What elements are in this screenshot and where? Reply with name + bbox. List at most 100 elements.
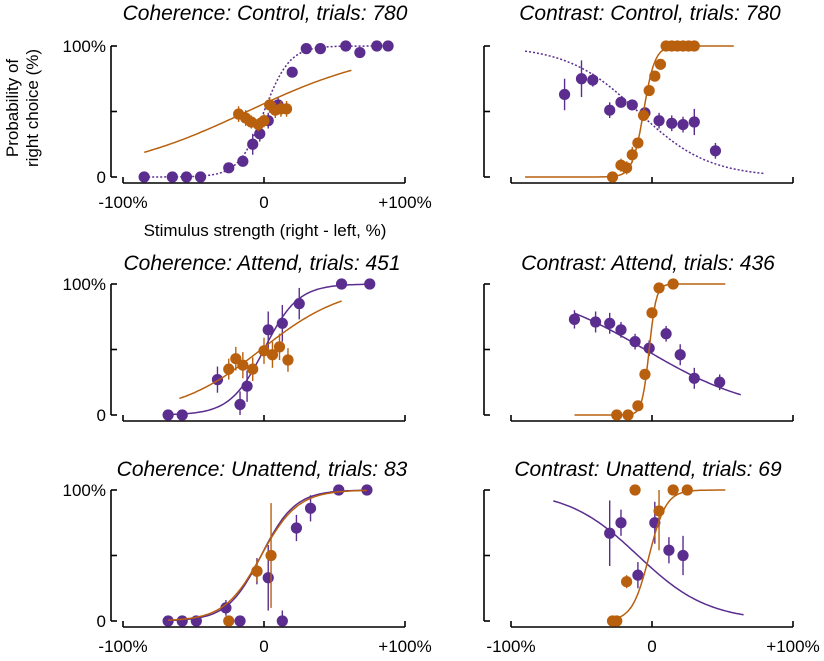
data-point: [304, 502, 317, 514]
x-tick-label: -100%: [98, 193, 147, 212]
data-point: [230, 353, 242, 365]
data-point: [677, 119, 689, 131]
x-axis: [510, 177, 794, 184]
panel-title: Contrast: Control, trials: 780: [519, 2, 781, 25]
data-point: [237, 359, 249, 371]
data-point: [637, 109, 650, 122]
x-axis: -100% 0 +100%: [98, 621, 432, 656]
data-point: [223, 363, 235, 375]
y-tick-label: 100%: [63, 275, 106, 294]
data-point: [714, 376, 726, 388]
y-axis: [483, 489, 490, 622]
fit-curve: [143, 69, 352, 154]
y-axis: 0 100%: [63, 37, 117, 187]
data-point: [220, 602, 232, 614]
data-point: [653, 282, 665, 294]
data-point: [660, 328, 672, 340]
data-point: [615, 96, 627, 108]
data-point: [251, 565, 263, 577]
y-tick-label: 0: [97, 406, 106, 425]
data-point: [688, 40, 700, 52]
data-point: [354, 46, 366, 59]
data-point: [282, 354, 294, 366]
fit-curve: [574, 312, 742, 396]
series-orange: [143, 69, 352, 154]
data-point: [615, 324, 627, 336]
data-point: [314, 43, 326, 55]
x-axis: -100% 0 +100%: [98, 177, 432, 212]
data-point: [280, 103, 293, 115]
panel-6: Contrast: Unattend, trials: 69 -100% 0 +100…: [483, 458, 820, 656]
data-point: [663, 544, 675, 556]
x-tick-label: -100%: [486, 637, 535, 656]
data-point: [265, 549, 277, 562]
data-point: [626, 99, 638, 111]
fit-curve: [612, 489, 726, 621]
x-axis: [510, 415, 794, 422]
x-tick-label: +100%: [766, 637, 819, 656]
data-point: [258, 345, 270, 357]
data-point: [621, 162, 633, 174]
data-point: [626, 149, 638, 161]
data-point: [568, 313, 581, 325]
data-point: [340, 40, 352, 52]
data-point: [639, 368, 651, 380]
x-tick-label: +100%: [378, 193, 431, 212]
panel-title: Coherence: Attend, trials: 451: [123, 252, 400, 275]
data-point: [615, 517, 627, 529]
data-point: [709, 145, 722, 157]
panel-4: Contrast: Attend, trials: 436: [483, 252, 794, 422]
panel-title: Contrast: Attend, trials: 436: [521, 252, 775, 275]
data-point: [643, 84, 655, 97]
series-orange: [606, 484, 726, 627]
data-point: [604, 104, 616, 116]
data-point: [223, 162, 235, 174]
data-point: [611, 615, 623, 627]
fit-curve: [144, 45, 389, 178]
y-axis: [483, 45, 490, 178]
series-orange: [525, 40, 734, 183]
data-point: [247, 138, 259, 150]
data-point: [653, 505, 665, 517]
data-point: [653, 115, 665, 127]
x-tick-label: -100%: [98, 637, 147, 656]
y-axis: 0 100%: [63, 481, 117, 631]
panel-title: Contrast: Unattend, trials: 69: [514, 458, 782, 481]
data-point: [286, 66, 298, 78]
data-point: [273, 341, 286, 353]
data-point: [364, 278, 376, 290]
data-point: [666, 117, 678, 129]
panel-title: Coherence: Control, trials: 780: [123, 2, 408, 25]
data-point: [632, 569, 644, 581]
series-orange: [574, 278, 726, 421]
data-point: [247, 363, 259, 375]
data-point: [654, 58, 667, 70]
data-point: [590, 316, 602, 328]
data-point: [621, 576, 633, 588]
x-tick-label: +100%: [378, 637, 431, 656]
data-point: [667, 484, 679, 496]
x-tick-label: 0: [647, 637, 656, 656]
y-tick-label: 100%: [63, 37, 106, 56]
panel-title: Coherence: Unattend, trials: 83: [117, 458, 408, 481]
data-point: [276, 615, 288, 627]
data-point: [688, 372, 700, 384]
x-axis: -100% 0 +100%: [486, 621, 820, 656]
y-tick-label: 0: [97, 168, 106, 187]
fit-curve: [574, 283, 726, 416]
data-point: [632, 400, 644, 412]
data-point: [646, 307, 658, 319]
y-axis-label: Probability ofright choice (%): [3, 49, 42, 167]
data-point: [688, 116, 700, 128]
x-tick-label: 0: [259, 637, 268, 656]
data-point: [632, 137, 644, 149]
data-point: [677, 549, 689, 562]
data-point: [241, 380, 253, 392]
data-point: [266, 349, 279, 361]
data-point: [234, 615, 246, 627]
data-point: [649, 70, 661, 82]
data-point: [162, 615, 174, 627]
panel-3: Coherence: Attend, trials: 451 0 100%: [63, 252, 406, 425]
series-orange: [168, 489, 367, 627]
